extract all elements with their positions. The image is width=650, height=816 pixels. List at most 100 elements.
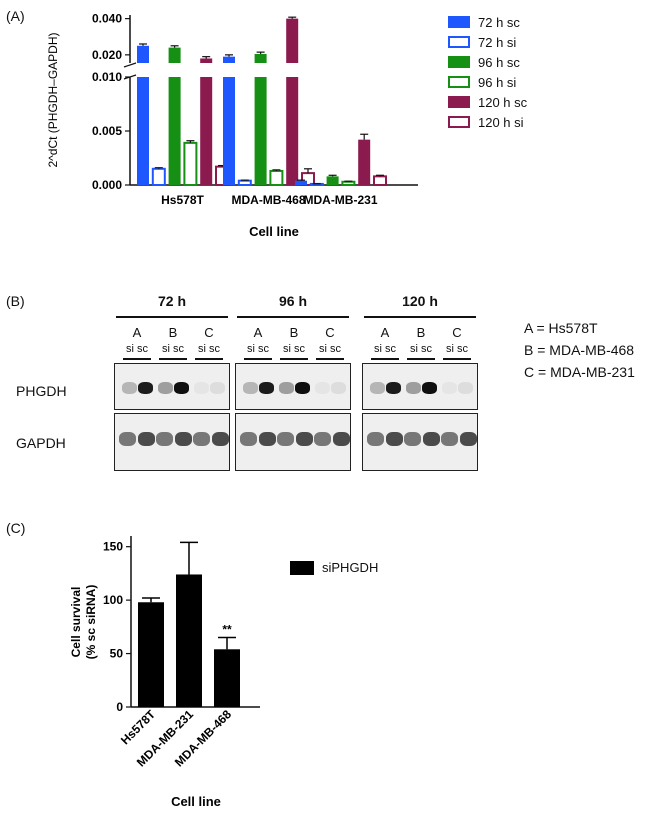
timepoint-label: 72 h [157, 293, 186, 309]
lane-label: B [416, 325, 426, 340]
panel-c: (C) 150 100 50 0 Cell survival (% sc siRNA) Hs… [0, 510, 650, 816]
bar-96-h-si [341, 180, 356, 186]
y-axis-label-line2: (% sc siRNA) [84, 585, 98, 660]
timepoint-label: 120 h [402, 293, 438, 309]
x-axis-label: Cell line [249, 224, 299, 239]
bar-siphgdh [176, 574, 202, 707]
legend-swatch [448, 76, 470, 88]
y-tick-label: 50 [110, 647, 124, 661]
y-tick-label: 0.000 [92, 178, 122, 192]
lane-label: A [132, 325, 142, 340]
legend-item: 120 h si [448, 112, 527, 132]
gapdh-band [240, 432, 257, 446]
phgdh-blot-box [114, 363, 230, 410]
gapdh-band [119, 432, 136, 446]
lane-underline [244, 358, 272, 360]
gapdh-band [137, 432, 155, 446]
y-tick-label: 150 [103, 540, 123, 554]
phgdh-band [122, 382, 137, 394]
phgdh-blot-box [235, 363, 351, 410]
legend-swatch [448, 16, 470, 28]
lane-sub-label: si sc [162, 343, 184, 355]
bar-96-h-sc [254, 53, 267, 63]
lane-sub-label: si sc [410, 343, 432, 355]
phgdh-band [331, 382, 346, 394]
gapdh-band [258, 432, 276, 446]
bar-120-h-sc [286, 77, 299, 185]
bar-96-h-si [183, 141, 198, 187]
legend-label: 120 h si [478, 114, 524, 130]
gapdh-blot-box [362, 413, 478, 471]
lane-label: C [204, 325, 214, 340]
legend-label: 96 h sc [478, 54, 520, 70]
phgdh-band [315, 382, 330, 394]
legend-item: 72 h sc [448, 12, 527, 32]
bar-72-h-sc [223, 77, 235, 185]
timepoint-underline [237, 316, 349, 318]
gapdh-band [314, 432, 331, 446]
lane-label: C [452, 325, 462, 340]
legend-item: 72 h si [448, 32, 527, 52]
legend-swatch [448, 56, 470, 68]
blot-key: A = Hs578T B = MDA-MB-468 C = MDA-MB-231 [524, 317, 635, 383]
lane-label: A [253, 325, 263, 340]
lane-underline [280, 358, 308, 360]
gapdh-blot-box [235, 413, 351, 471]
bar-72-h-sc [137, 77, 149, 185]
bar-72-h-sc [295, 180, 307, 185]
legend-label: 120 h sc [478, 94, 528, 110]
timepoint-underline [116, 316, 228, 318]
lane-underline [407, 358, 435, 360]
gapdh-band [211, 432, 229, 446]
phgdh-band [243, 382, 258, 394]
bar-120-h-sc [358, 139, 371, 185]
row-label-gapdh: GAPDH [16, 435, 66, 451]
bar-72-h-sc [137, 45, 149, 63]
gapdh-band [441, 432, 458, 446]
bar-72-h-si [237, 179, 252, 186]
axis-break-mark [123, 62, 137, 68]
legend-label: 96 h si [478, 74, 517, 90]
phgdh-band [210, 382, 225, 394]
bar-siphgdh [214, 649, 240, 707]
y-tick-label: 0.010 [92, 70, 122, 84]
y-tick-label: 100 [103, 593, 123, 607]
y-axis-label-line1: Cell survival [69, 587, 83, 658]
y-axis-label: 2^dCt (PHGDH–GAPDH) [46, 33, 60, 168]
phgdh-band [295, 382, 310, 394]
legend-swatch [448, 116, 470, 128]
phgdh-band [279, 382, 294, 394]
phgdh-band [194, 382, 209, 394]
y-tick-label: 0 [116, 700, 123, 714]
phgdh-band [174, 382, 189, 394]
panel-a-label: (A) [6, 8, 25, 24]
bar-96-h-sc [168, 47, 181, 63]
phgdh-band [386, 382, 401, 394]
row-label-phgdh: PHGDH [16, 383, 67, 399]
lane-label: B [289, 325, 299, 340]
bar-96-h-sc [254, 77, 267, 185]
bar-96-h-si [269, 169, 284, 187]
timepoint-label: 96 h [278, 293, 307, 309]
legend-label-siphgdh: siPHGDH [322, 560, 379, 575]
gapdh-band [404, 432, 421, 446]
legend-item: 120 h sc [448, 92, 527, 112]
bar-120-h-sc [200, 77, 213, 185]
panel-c-label: (C) [6, 520, 26, 536]
lane-sub-label: si sc [374, 343, 396, 355]
bar-72-h-sc [223, 56, 235, 63]
bar-72-h-si [151, 167, 166, 187]
gapdh-band [156, 432, 173, 446]
phgdh-band [458, 382, 473, 394]
lane-underline [123, 358, 151, 360]
lane-label: C [325, 325, 335, 340]
lane-sub-label: si sc [198, 343, 220, 355]
lane-label: B [168, 325, 178, 340]
significance-marker: ** [222, 623, 232, 637]
lane-sub-label: si sc [283, 343, 305, 355]
bar-120-h-si [373, 175, 387, 187]
gapdh-band [174, 432, 192, 446]
legend-item: 96 h sc [448, 52, 527, 72]
